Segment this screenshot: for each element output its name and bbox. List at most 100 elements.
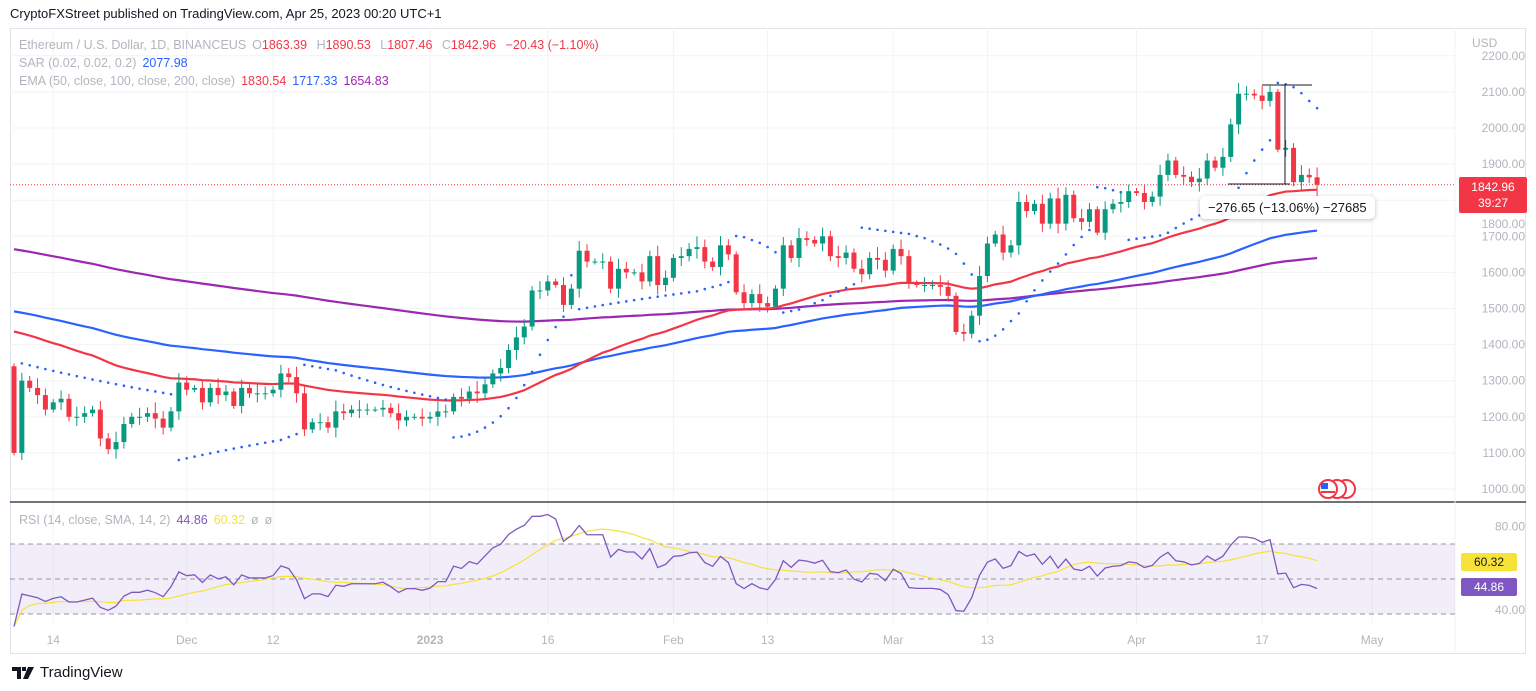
candle [851, 248, 857, 273]
candle [780, 237, 786, 297]
candle-body [286, 373, 292, 378]
sar-dot [640, 297, 644, 301]
sar-dot [499, 414, 503, 418]
candle-body [411, 416, 417, 418]
candle-body [294, 377, 300, 394]
candle [725, 239, 731, 260]
candle-body [984, 243, 990, 277]
candle [545, 275, 551, 296]
candle [992, 230, 998, 247]
candle [427, 411, 433, 424]
sar-dot [515, 396, 518, 400]
candle [341, 403, 347, 421]
candle [1016, 191, 1022, 255]
candle-body [1157, 174, 1163, 197]
rsi-legend[interactable]: RSI (14, close, SMA, 14, 2) 44.86 60.32 ø ø [19, 513, 278, 527]
sar-dot [1096, 185, 1099, 189]
sar-dot [405, 389, 408, 393]
candle [50, 399, 56, 413]
candle-body [1039, 203, 1045, 224]
candle [592, 258, 598, 265]
ema200-line [13, 248, 1318, 323]
candle-body [1314, 177, 1320, 185]
candle-body [66, 398, 72, 417]
sar-dot [522, 383, 526, 387]
rsi-na-2: ø [264, 513, 273, 527]
sar-dot [711, 285, 714, 289]
candle [333, 400, 339, 438]
sar-dot [295, 432, 298, 436]
candle [1204, 153, 1210, 186]
us-flag-events-icon[interactable] [1316, 478, 1356, 505]
candle [356, 400, 362, 419]
candle [404, 410, 409, 427]
candle-body [757, 294, 763, 304]
candle [152, 402, 158, 429]
candle-body [1259, 95, 1265, 101]
sar-dot [546, 338, 550, 342]
candle [945, 280, 951, 302]
candle-body [1212, 160, 1218, 168]
tradingview-logo[interactable]: TradingView [12, 664, 123, 681]
sar-dot [758, 241, 762, 245]
sar-dot [789, 309, 793, 313]
sar-dot [44, 367, 47, 371]
candle [113, 431, 119, 459]
sar-dot [1307, 99, 1311, 103]
sar-dot [1103, 186, 1107, 190]
measure-tool-label[interactable]: −276.65 (−13.06%) −27685 [1200, 196, 1375, 219]
candle-body [1008, 245, 1014, 253]
candle-body [1298, 174, 1304, 183]
candle [1063, 187, 1069, 231]
sar-dot [311, 364, 314, 368]
candle-body [388, 407, 394, 414]
sar-dot [1041, 279, 1044, 282]
sar-dot [279, 438, 283, 442]
candle-body [890, 248, 896, 271]
candle [1259, 86, 1265, 110]
candle-body [639, 272, 645, 282]
candle [1000, 225, 1006, 261]
sar-dot [193, 455, 196, 458]
candle [286, 368, 292, 382]
candle [388, 403, 394, 418]
candle [231, 388, 237, 409]
candle [969, 310, 975, 339]
price-tick: 1900.00 [1482, 157, 1526, 171]
candle-body [1102, 209, 1108, 233]
candle [804, 231, 810, 247]
candle-body [121, 424, 127, 443]
candle-body [278, 373, 284, 390]
candle-body [372, 409, 378, 411]
sar-dot [954, 252, 958, 256]
candle-body [953, 295, 959, 332]
candle-body [1173, 160, 1179, 175]
candle-body [694, 247, 700, 249]
price-tick: 1500.00 [1482, 302, 1526, 316]
candle-body [207, 387, 213, 403]
rsi-title: RSI (14, close, SMA, 14, 2) [19, 513, 171, 527]
candle [239, 379, 245, 414]
candle-body [458, 396, 464, 399]
sar-dot [177, 458, 181, 462]
sar-dot [593, 305, 597, 308]
sar-dot [452, 436, 455, 439]
sar-dot [577, 307, 581, 311]
candle [1141, 184, 1147, 210]
sar-dot [161, 391, 165, 395]
candle-body [239, 387, 245, 406]
sar-dot [138, 387, 141, 390]
candle [490, 369, 496, 388]
sar-dot [750, 238, 754, 242]
sar-legend[interactable]: SAR (0.02, 0.02, 0.2) 2077.98 [19, 56, 194, 70]
candle [1079, 208, 1085, 231]
ema-legend[interactable]: EMA (50, close, 100, close, 200, close) 1… [19, 74, 395, 88]
sar-dot [389, 385, 393, 389]
sar-dot [1001, 328, 1005, 331]
sar-dot [805, 304, 809, 308]
candle-body [765, 303, 771, 307]
candle [27, 376, 33, 393]
candle-body [1283, 147, 1289, 150]
sar-dot [1182, 222, 1185, 225]
